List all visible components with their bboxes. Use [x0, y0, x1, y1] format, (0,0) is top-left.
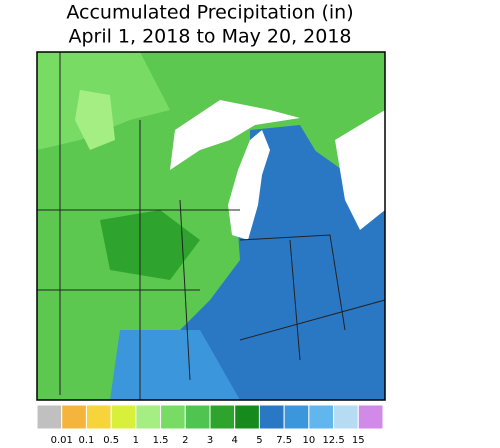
subtitle: April 1, 2018 to May 20, 2018: [68, 26, 351, 48]
state-borders: [37, 52, 386, 400]
legend-label: 0.5: [103, 435, 119, 446]
legend-swatch: [184, 404, 211, 430]
legend-swatch: [234, 404, 260, 430]
legend-swatch: [110, 404, 137, 430]
legend-swatch: [209, 404, 236, 430]
legend-label: 12.5: [322, 435, 344, 446]
lake-michigan: [228, 130, 270, 240]
title: Accumulated Precipitation (in): [66, 2, 353, 24]
legend-swatch: [61, 404, 87, 430]
legend-label: 2: [182, 435, 188, 446]
legend-swatch: [258, 404, 285, 430]
region-green: [100, 210, 200, 280]
michigan-wet: [250, 125, 330, 235]
legend-swatch: [36, 404, 63, 430]
legend-swatch: [283, 404, 310, 430]
legend-label: 1: [133, 435, 139, 446]
legend-label: 0.1: [78, 435, 94, 446]
legend-swatch: [357, 404, 384, 430]
legend-swatch: [160, 404, 186, 430]
map-frame: [36, 51, 386, 401]
legend-label: 0.01: [51, 435, 73, 446]
legend-label: 4: [232, 435, 238, 446]
legend: 0.01 0.1 0.5 1 1.5 2 3 4 5 7.5 10 12.5 15: [36, 404, 384, 446]
legend-swatch: [308, 404, 335, 430]
legend-label: 1.5: [153, 435, 169, 446]
legend-swatch: [135, 404, 162, 430]
legend-label: 10: [302, 435, 315, 446]
legend-label: 15: [352, 435, 365, 446]
map: [36, 51, 386, 401]
region-dry: [75, 90, 115, 150]
legend-label: 7.5: [276, 435, 292, 446]
region-wet-south: [110, 330, 240, 400]
legend-label: 3: [207, 435, 213, 446]
region-wet: [170, 140, 385, 400]
legend-swatch: [85, 404, 112, 430]
lake-superior: [170, 100, 300, 170]
legend-label: 5: [256, 435, 262, 446]
lake-huron-erie: [335, 110, 385, 230]
legend-swatch: [333, 404, 359, 430]
